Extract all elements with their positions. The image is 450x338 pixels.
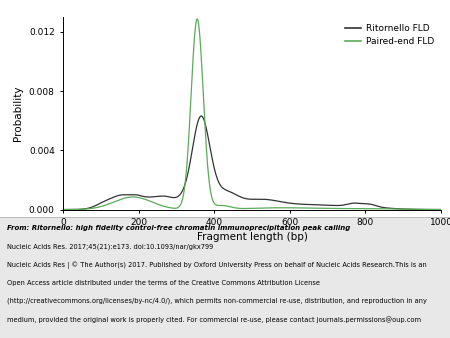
Text: (http://creativecommons.org/licenses/by-nc/4.0/), which permits non-commercial r: (http://creativecommons.org/licenses/by-… xyxy=(7,298,427,304)
Text: From: Ritornello: high fidelity control-free chromatin immunoprecipitation peak : From: Ritornello: high fidelity control-… xyxy=(7,225,350,231)
Legend: Ritornello FLD, Paired-end FLD: Ritornello FLD, Paired-end FLD xyxy=(342,21,436,48)
Text: Nucleic Acids Res | © The Author(s) 2017. Published by Oxford University Press o: Nucleic Acids Res | © The Author(s) 2017… xyxy=(7,261,427,269)
Y-axis label: Probability: Probability xyxy=(13,86,23,141)
Text: Open Access article distributed under the terms of the Creative Commons Attribut: Open Access article distributed under th… xyxy=(7,280,320,286)
Text: medium, provided the original work is properly cited. For commercial re-use, ple: medium, provided the original work is pr… xyxy=(7,316,421,323)
Text: Nucleic Acids Res. 2017;45(21):e173. doi:10.1093/nar/gkx799: Nucleic Acids Res. 2017;45(21):e173. doi… xyxy=(7,243,213,249)
X-axis label: Fragment length (bp): Fragment length (bp) xyxy=(197,233,307,242)
